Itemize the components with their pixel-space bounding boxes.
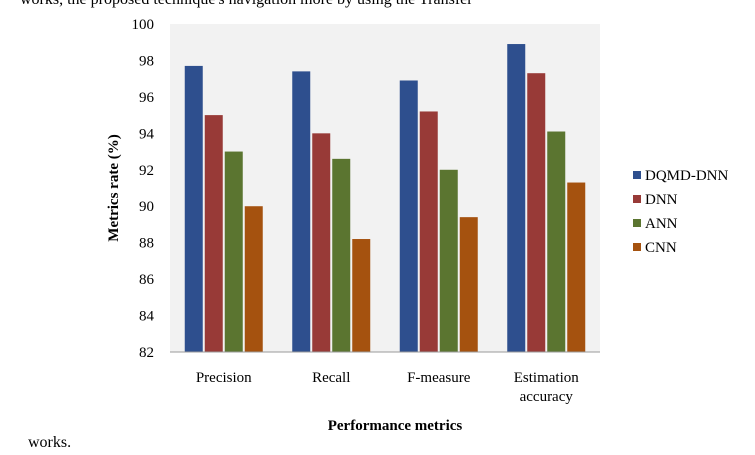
- legend-swatch: [633, 171, 641, 179]
- bar: [184, 65, 203, 353]
- bar: [547, 131, 566, 352]
- bars: [184, 44, 586, 353]
- bar: [312, 133, 331, 352]
- context-text-bottom: works.: [28, 434, 72, 451]
- y-tick-label: 94: [139, 126, 155, 142]
- y-tick-label: 90: [139, 199, 154, 215]
- legend-swatch: [633, 195, 641, 203]
- bar: [332, 158, 351, 352]
- legend: DQMD-DNN DNN ANN CNN: [633, 168, 728, 256]
- bar: [292, 71, 311, 352]
- y-tick-label: 86: [139, 272, 155, 288]
- y-tick-label: 98: [139, 53, 154, 69]
- bar: [567, 182, 586, 352]
- bar: [439, 169, 458, 352]
- bar: [224, 151, 243, 352]
- bar: [419, 111, 438, 352]
- y-tick-label: 100: [132, 17, 155, 33]
- y-tick-label: 88: [139, 236, 154, 252]
- legend-swatch: [633, 243, 641, 251]
- legend-label: ANN: [645, 216, 678, 232]
- legend-swatch: [633, 219, 641, 227]
- y-tick-label: 84: [139, 309, 155, 325]
- bar: [244, 206, 263, 352]
- y-axis-title: Metrics rate (%): [106, 134, 122, 241]
- x-tick-label: F-measure: [407, 370, 471, 386]
- legend-label: CNN: [645, 240, 677, 256]
- y-axis-ticks: 82 84 86 88 90 92 94 96 98 100: [132, 17, 155, 361]
- bar: [507, 44, 526, 353]
- x-tick-label: Recall: [312, 370, 350, 386]
- bar: [399, 80, 418, 352]
- x-axis-title: Performance metrics: [328, 418, 463, 434]
- bar: [459, 217, 478, 352]
- y-tick-label: 96: [139, 90, 155, 106]
- x-axis-ticks: Precision Recall F-measure Estimation accura…: [196, 370, 579, 405]
- y-tick-label: 92: [139, 163, 154, 179]
- x-tick-label: Estimation accuracy: [514, 370, 579, 405]
- x-tick-label: Precision: [196, 370, 252, 386]
- y-tick-label: 82: [139, 345, 154, 361]
- context-text-top: works, the proposed technique's navigati…: [20, 0, 473, 9]
- bar: [527, 73, 546, 352]
- legend-label: DQMD-DNN: [645, 168, 728, 184]
- bar: [204, 115, 223, 352]
- bar: [352, 239, 371, 352]
- legend-label: DNN: [645, 192, 678, 208]
